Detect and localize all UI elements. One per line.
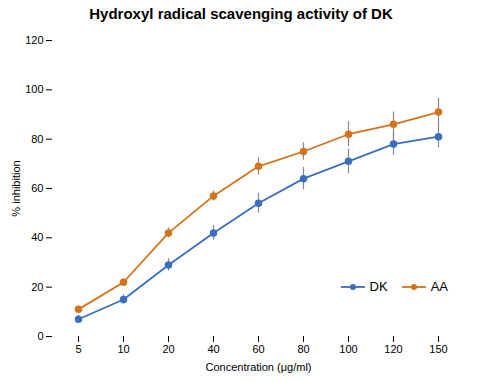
svg-text:10: 10 — [117, 343, 129, 355]
svg-text:80: 80 — [31, 133, 43, 145]
svg-text:5: 5 — [75, 343, 81, 355]
html-text:DK: DK — [369, 279, 388, 294]
svg-text:40: 40 — [207, 343, 219, 355]
svg-text:120: 120 — [384, 343, 402, 355]
html-text:AA: AA — [430, 279, 448, 294]
svg-text:80: 80 — [297, 343, 309, 355]
svg-text:40: 40 — [31, 231, 43, 243]
svg-text:100: 100 — [339, 343, 357, 355]
html-text:Hydroxyl radical scavenging ac: Hydroxyl radical scavenging activity of … — [89, 5, 393, 22]
svg-text:60: 60 — [31, 182, 43, 194]
svg-text:20: 20 — [31, 281, 43, 293]
svg-text:120: 120 — [25, 34, 43, 46]
svg-text:100: 100 — [25, 83, 43, 95]
svg-text:% inhibition: % inhibition — [10, 160, 22, 216]
svg-text:Concentration (μg/ml): Concentration (μg/ml) — [206, 361, 312, 373]
svg-text:60: 60 — [252, 343, 264, 355]
svg-text:20: 20 — [162, 343, 174, 355]
svg-text:150: 150 — [429, 343, 447, 355]
svg-text:0: 0 — [37, 330, 43, 342]
